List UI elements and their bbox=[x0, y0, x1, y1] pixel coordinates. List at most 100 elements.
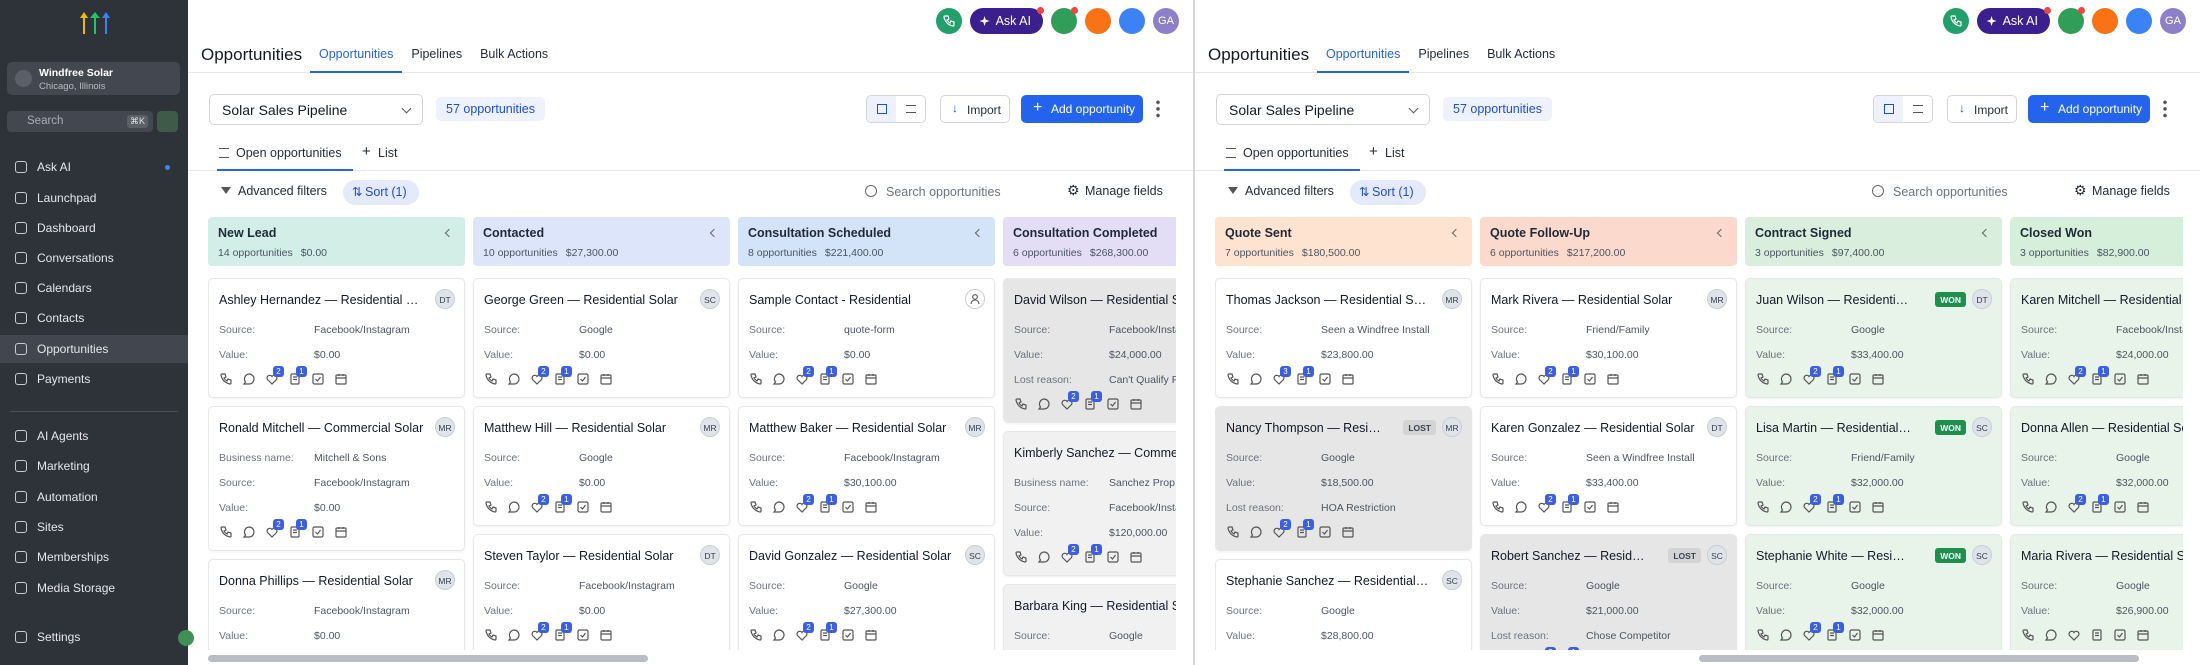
action-icon[interactable]: 1 bbox=[1083, 544, 1102, 564]
nav-item[interactable]: Launchpad bbox=[0, 184, 188, 212]
stage-header[interactable]: Contract Signed 3 opportunities $97,400.00 bbox=[1745, 217, 2002, 266]
action-icon[interactable] bbox=[749, 500, 763, 514]
action-icon[interactable]: 2 bbox=[1537, 366, 1556, 386]
action-icon[interactable] bbox=[484, 628, 498, 642]
help-button[interactable] bbox=[1119, 8, 1145, 34]
action-icon[interactable] bbox=[749, 372, 763, 386]
action-icon[interactable]: 2 bbox=[530, 366, 549, 386]
action-icon[interactable]: 2 bbox=[2067, 494, 2086, 514]
action-icon[interactable]: 1 bbox=[2090, 494, 2109, 514]
action-icon[interactable]: 2 bbox=[265, 366, 284, 386]
notifications-button[interactable] bbox=[2092, 8, 2118, 34]
pipeline-select[interactable]: Solar Sales Pipeline bbox=[209, 94, 423, 125]
action-icon[interactable] bbox=[2044, 500, 2058, 514]
action-icon[interactable] bbox=[1779, 628, 1793, 642]
opportunity-card[interactable]: Lisa Martin — Residential Solar SC WON Sour… bbox=[1745, 406, 2002, 526]
action-icon[interactable] bbox=[772, 372, 786, 386]
action-icon[interactable]: 2 bbox=[1272, 519, 1291, 539]
action-icon[interactable] bbox=[1871, 628, 1885, 642]
action-icon[interactable] bbox=[2044, 372, 2058, 386]
manage-fields[interactable]: Manage fields bbox=[1065, 182, 1163, 199]
action-icon[interactable] bbox=[1848, 372, 1862, 386]
tab[interactable]: Bulk Actions bbox=[480, 47, 549, 61]
stage-header[interactable]: Consultation Completed 6 opportunities $26… bbox=[1003, 217, 1176, 266]
import-button[interactable]: Import bbox=[1947, 95, 2017, 123]
action-icon[interactable] bbox=[1226, 372, 1240, 386]
opportunity-card[interactable]: Juan Wilson — Residential Solar DT WON Sour… bbox=[1745, 278, 2002, 398]
action-icon[interactable]: 1 bbox=[288, 366, 307, 386]
action-icon[interactable] bbox=[484, 372, 498, 386]
action-icon[interactable]: 2 bbox=[2067, 366, 2086, 386]
action-icon[interactable]: 1 bbox=[553, 494, 572, 514]
action-icon[interactable] bbox=[311, 372, 325, 386]
view-toggle[interactable] bbox=[866, 95, 926, 123]
action-icon[interactable] bbox=[311, 525, 325, 539]
nav-item[interactable]: Memberships bbox=[0, 543, 188, 571]
action-icon[interactable]: 2 bbox=[1060, 391, 1079, 411]
action-icon[interactable] bbox=[2090, 628, 2104, 642]
opportunity-card[interactable]: Donna Phillips — Residential Solar MR Sour… bbox=[208, 559, 465, 650]
search-opportunities[interactable]: Search opportunities bbox=[1862, 179, 2062, 206]
ask-ai-button[interactable]: Ask AI bbox=[969, 7, 1044, 34]
tab[interactable]: Pipelines bbox=[411, 47, 463, 61]
action-icon[interactable] bbox=[1491, 500, 1505, 514]
import-button[interactable]: Import bbox=[940, 95, 1010, 123]
action-icon[interactable] bbox=[599, 372, 613, 386]
stage-header[interactable]: Quote Follow-Up 6 opportunities $217,200.0… bbox=[1480, 217, 1737, 266]
action-icon[interactable]: 1 bbox=[1295, 366, 1314, 386]
action-icon[interactable] bbox=[1514, 372, 1528, 386]
action-icon[interactable]: 2 bbox=[265, 519, 284, 539]
action-icon[interactable] bbox=[1606, 500, 1620, 514]
action-icon[interactable] bbox=[219, 525, 233, 539]
action-icon[interactable]: 1 bbox=[2090, 366, 2109, 386]
phone-button[interactable] bbox=[1942, 8, 1969, 34]
opportunity-card[interactable]: Maria Rivera — Residential Solar Source: G… bbox=[2010, 534, 2183, 650]
action-icon[interactable] bbox=[1848, 500, 1862, 514]
action-icon[interactable] bbox=[1129, 397, 1143, 411]
stage-header[interactable]: Consultation Scheduled 8 opportunities $22… bbox=[738, 217, 995, 266]
action-icon[interactable] bbox=[1756, 372, 1770, 386]
action-icon[interactable]: 2 bbox=[795, 622, 814, 642]
opportunity-card[interactable]: Donna Allen — Residential Solar Source: Go… bbox=[2010, 406, 2183, 526]
action-icon[interactable] bbox=[1756, 628, 1770, 642]
action-icon[interactable]: 1 bbox=[1825, 622, 1844, 642]
action-icon[interactable] bbox=[2067, 628, 2081, 642]
action-icon[interactable] bbox=[2021, 628, 2035, 642]
nav-item[interactable]: Conversations bbox=[0, 244, 188, 272]
stage-header[interactable]: New Lead 14 opportunities $0.00 bbox=[208, 217, 465, 266]
action-icon[interactable] bbox=[864, 372, 878, 386]
action-icon[interactable] bbox=[334, 525, 348, 539]
action-icon[interactable] bbox=[599, 628, 613, 642]
action-icon[interactable]: 2 bbox=[1537, 494, 1556, 514]
advanced-filters[interactable]: Advanced filters bbox=[219, 184, 327, 198]
grid-view[interactable] bbox=[867, 96, 896, 122]
action-icon[interactable] bbox=[2021, 500, 2035, 514]
tab[interactable]: Opportunities bbox=[1317, 47, 1410, 73]
view-tab[interactable]: Open opportunities bbox=[1224, 146, 1360, 171]
action-icon[interactable] bbox=[507, 372, 521, 386]
action-icon[interactable]: 2 bbox=[1802, 622, 1821, 642]
action-icon[interactable] bbox=[334, 372, 348, 386]
action-icon[interactable]: 1 bbox=[818, 494, 837, 514]
add-opportunity-button[interactable]: Add opportunity bbox=[1021, 95, 1143, 123]
action-icon[interactable]: 2 bbox=[1802, 366, 1821, 386]
action-icon[interactable] bbox=[1249, 525, 1263, 539]
add-opportunity-button[interactable]: Add opportunity bbox=[2028, 95, 2150, 123]
more-menu[interactable] bbox=[2163, 99, 2167, 119]
action-icon[interactable] bbox=[599, 500, 613, 514]
action-icon[interactable] bbox=[1779, 500, 1793, 514]
user-avatar[interactable]: GA bbox=[1153, 8, 1179, 34]
nav-item[interactable]: Payments bbox=[0, 365, 188, 393]
action-icon[interactable] bbox=[864, 500, 878, 514]
opportunity-card[interactable]: Kimberly Sanchez — Commercial Solar Busin… bbox=[1003, 431, 1176, 576]
opportunity-card[interactable]: Matthew Hill — Residential Solar MR Source… bbox=[473, 406, 730, 526]
nav-item[interactable]: AI Agents bbox=[0, 422, 188, 450]
action-icon[interactable]: 1 bbox=[288, 519, 307, 539]
user-avatar[interactable]: GA bbox=[2160, 8, 2186, 34]
tab[interactable]: Pipelines bbox=[1418, 47, 1470, 61]
action-icon[interactable] bbox=[1014, 550, 1028, 564]
list-view[interactable] bbox=[896, 96, 925, 122]
opportunity-card[interactable]: David Gonzalez — Residential Solar SC Sour… bbox=[738, 534, 995, 650]
action-icon[interactable] bbox=[1583, 500, 1597, 514]
action-icon[interactable]: 1 bbox=[818, 622, 837, 642]
